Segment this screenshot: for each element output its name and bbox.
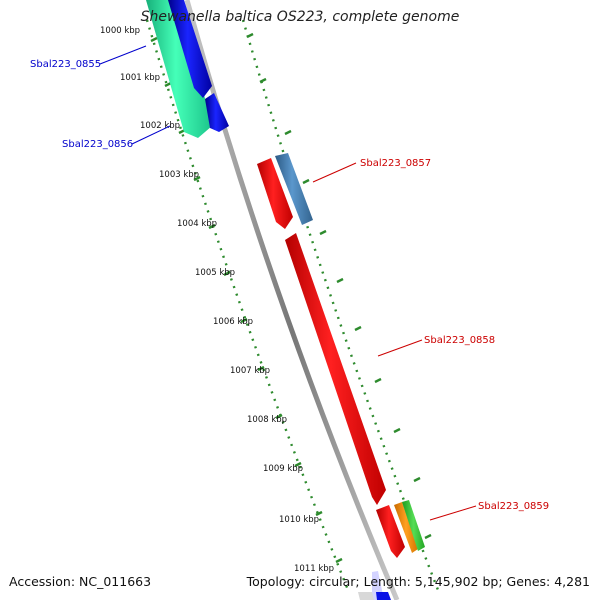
gene-label-sbal223-0856: Sbal223_0856: [62, 139, 133, 150]
genome-stats-text: Topology: circular; Length: 5,145,902 bp…: [246, 574, 590, 589]
tick-label-1005: 1005 kbp: [195, 268, 235, 278]
gene-sbal223-0859[interactable]: [394, 502, 418, 553]
gene-sbal223-0858[interactable]: [285, 233, 386, 505]
gene-red-upper[interactable]: [257, 158, 293, 229]
tick-label-1004: 1004 kbp: [177, 219, 217, 229]
gene-red-lower[interactable]: [376, 505, 405, 558]
genome-backbone: [184, 0, 400, 600]
gene-fragment-bottom-blue: [376, 592, 391, 600]
inner-major-ticks: [150, 36, 343, 564]
gene-label-sbal223-0857: Sbal223_0857: [360, 158, 431, 169]
tick-label-1007: 1007 kbp: [230, 366, 270, 376]
tick-label-1003: 1003 kbp: [159, 170, 199, 180]
outer-major-ticks: [246, 32, 432, 540]
map-title: Shewanella baltica OS223, complete genom…: [140, 9, 460, 25]
gene-sbal223-0855[interactable]: [168, 0, 212, 98]
label-leaders: [99, 45, 477, 521]
tick-label-1010: 1010 kbp: [279, 515, 319, 525]
gene-sbal223-0857[interactable]: [275, 153, 313, 225]
tick-label-1011: 1011 kbp: [294, 564, 334, 574]
gene-teal[interactable]: [146, 0, 212, 138]
tick-label-1001: 1001 kbp: [120, 73, 160, 83]
tick-label-1006: 1006 kbp: [213, 317, 253, 327]
accession-text: Accession: NC_011663: [9, 574, 152, 589]
tick-label-1002: 1002 kbp: [140, 121, 180, 131]
gene-label-sbal223-0855: Sbal223_0855: [30, 59, 101, 70]
tick-label-1000: 1000 kbp: [100, 26, 140, 36]
gene-label-sbal223-0858: Sbal223_0858: [424, 335, 495, 346]
gene-sbal223-0856[interactable]: [205, 93, 229, 132]
tick-label-1009: 1009 kbp: [263, 464, 303, 474]
tick-labels: 1000 kbp 1001 kbp 1002 kbp 1003 kbp 1004…: [100, 26, 334, 574]
gene-fragment-bottom-grey: [358, 592, 374, 600]
gene-label-sbal223-0859: Sbal223_0859: [478, 501, 549, 512]
tick-label-1008: 1008 kbp: [247, 415, 287, 425]
gene-green-small[interactable]: [402, 500, 425, 551]
